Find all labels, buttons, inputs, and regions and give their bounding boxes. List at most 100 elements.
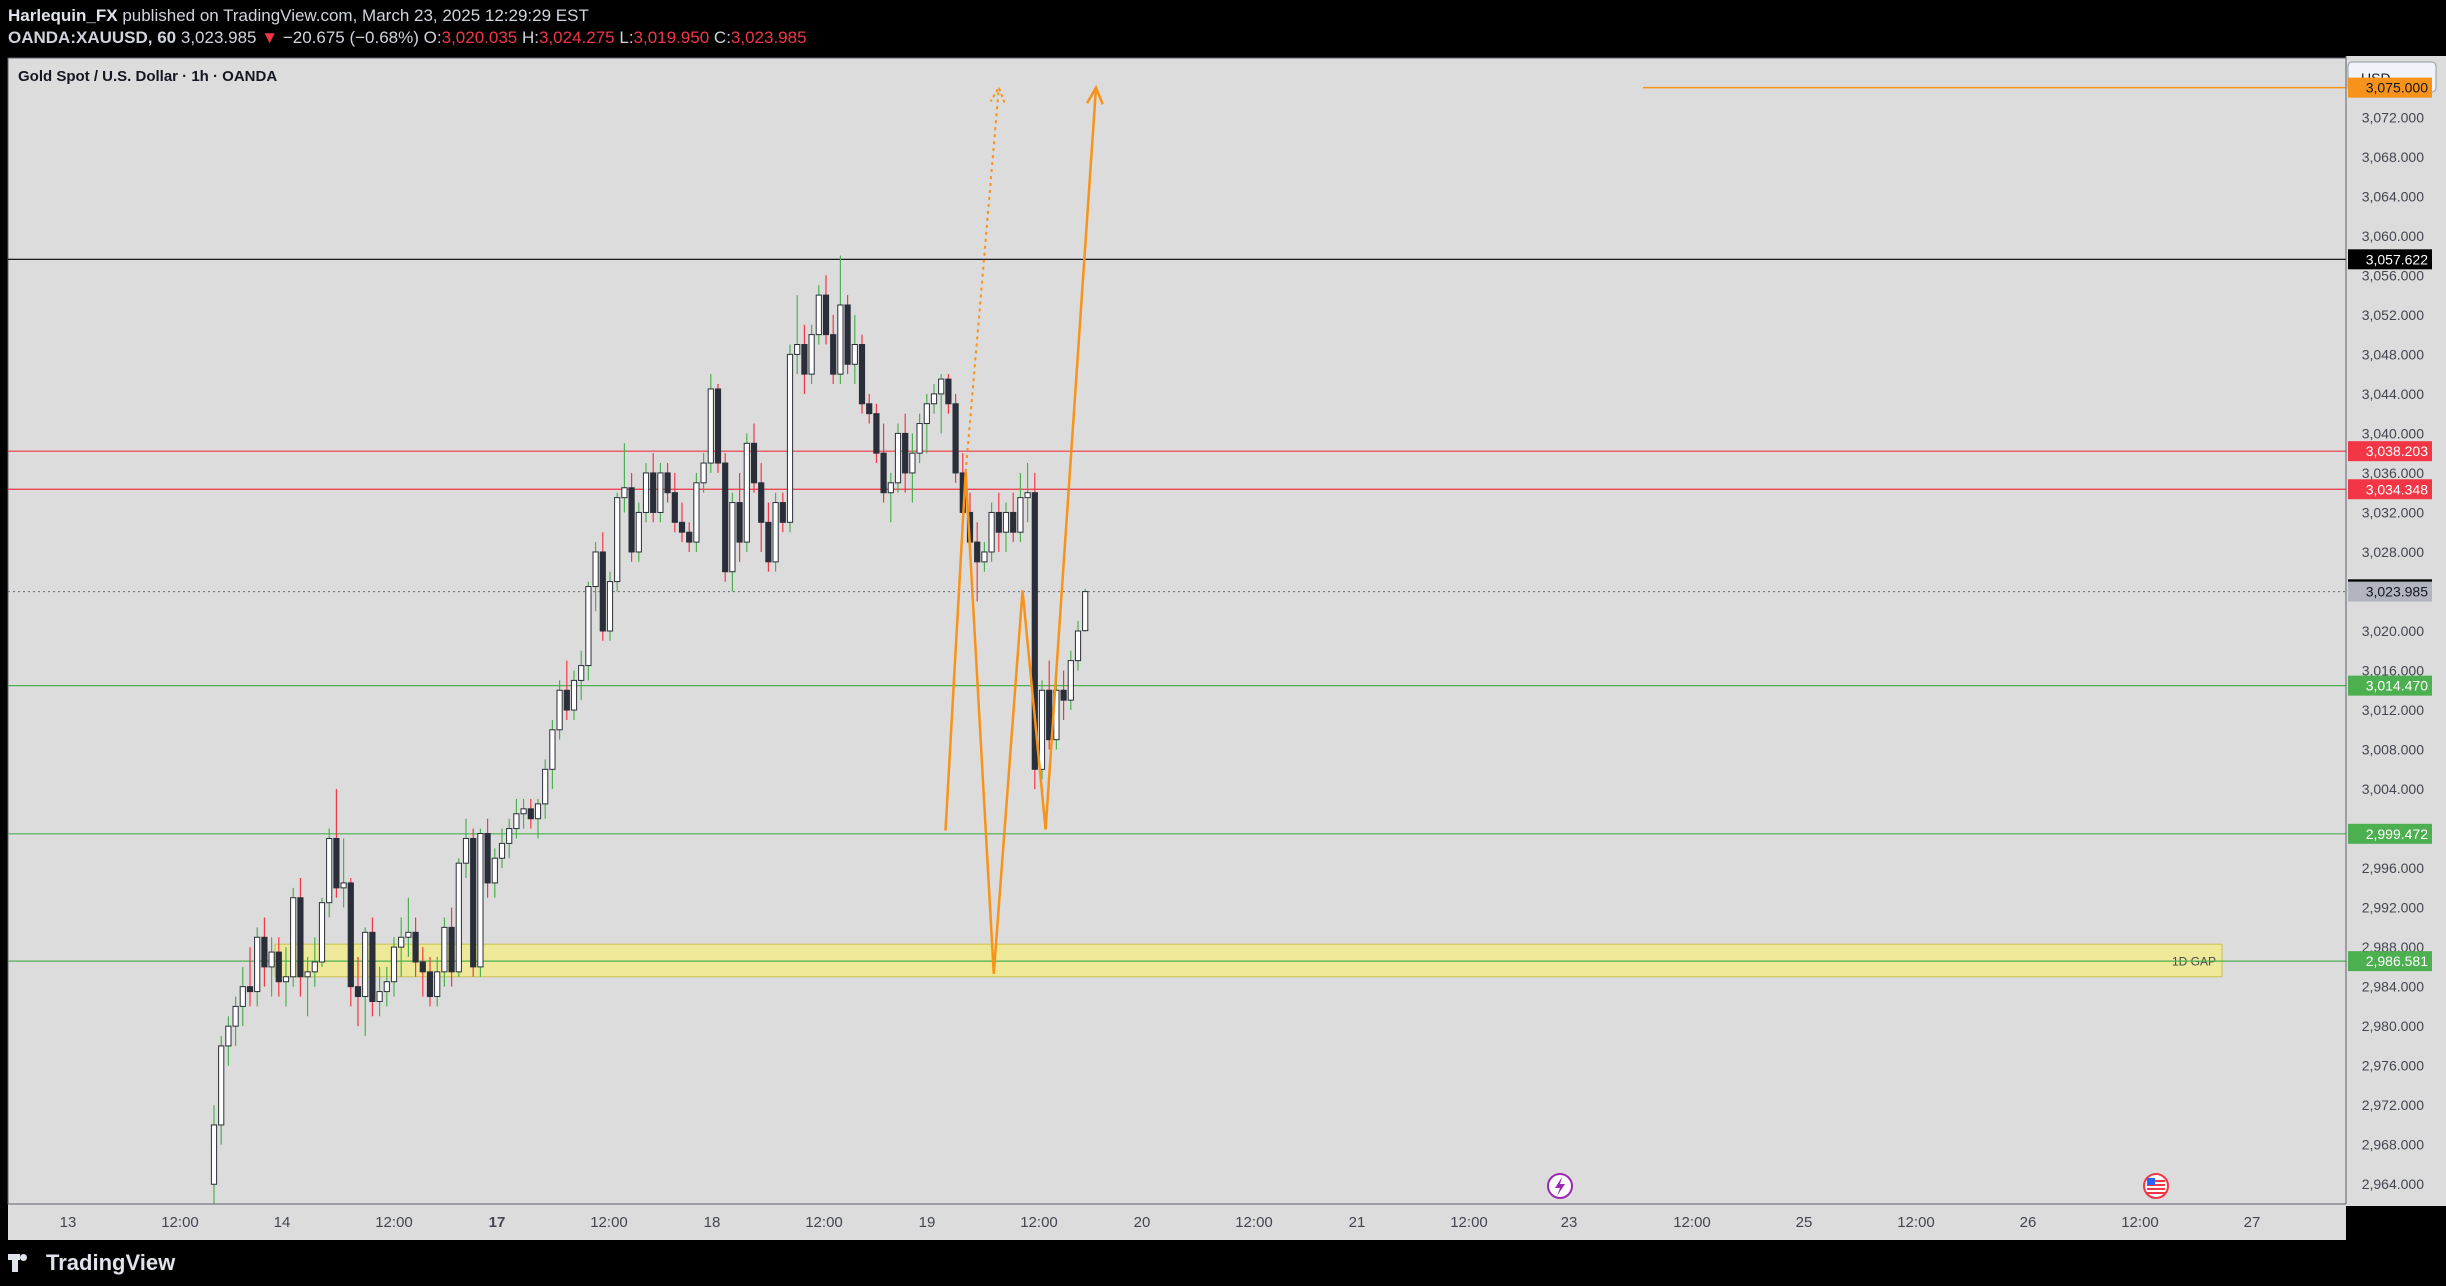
candle [693,472,700,552]
y-tick-label: 3,036.000 [2362,465,2424,481]
candle [887,472,894,523]
candle-body [297,897,304,978]
candle-body [585,586,592,667]
candle [866,393,873,424]
us-flag-icon[interactable] [2143,1173,2169,1199]
candle-body [254,936,261,993]
candle [722,453,729,582]
tradingview-brand[interactable]: TradingView [8,1250,175,1276]
candle-body [542,768,549,805]
candle-body [434,971,441,998]
candle-body [664,472,671,494]
candle [930,384,938,414]
x-tick-label: 27 [2244,1214,2261,1231]
y-tick-label: 2,984.000 [2362,979,2424,995]
x-tick-label: 13 [60,1214,77,1231]
price-change: −20.675 (−0.68%) [282,28,419,47]
candle [635,502,642,562]
candle-body [858,344,866,405]
dotted-projection [964,87,1000,473]
candle-body [894,432,902,484]
candle [902,413,909,493]
candle-body [304,971,311,978]
candle [707,374,714,473]
candle-body [1031,492,1038,770]
y-tick-label: 3,028.000 [2362,544,2424,560]
candle [398,917,405,977]
candle-body [952,403,959,474]
x-tick-label: 19 [919,1214,936,1231]
candle [938,374,945,434]
x-tick-label: 26 [2020,1214,2037,1231]
candle [642,463,650,523]
candle-body [354,986,362,998]
y-tick-label: 2,988.000 [2362,939,2424,955]
candle [786,344,794,533]
candle-body [578,665,585,681]
last-price: 3,023.985 [180,28,257,47]
candle [347,877,354,1007]
candle-body [714,388,722,464]
candle-body [938,378,945,395]
price-axis [2346,56,2446,1206]
candle-body [844,304,851,365]
level-badge-label: 3,023.985 [2366,584,2428,600]
publisher-name[interactable]: Harlequin_FX [8,6,118,25]
candle [765,502,772,572]
candle-body [398,936,405,948]
candle-body [261,936,268,968]
candle [657,463,664,523]
candle [542,759,549,819]
y-tick-label: 3,048.000 [2362,346,2424,362]
candle [621,443,628,513]
candle-body [945,378,952,405]
candle-body [642,472,650,513]
level-badge: 3,075.000 [2348,77,2432,98]
candle-body [750,442,758,484]
candle [369,917,376,1017]
candle-body [390,946,398,983]
y-tick-label: 3,008.000 [2362,742,2424,758]
candle-body [210,1124,218,1185]
candle [830,314,837,385]
candle [700,453,707,493]
candle-body [239,986,246,1007]
candle-body [426,971,434,998]
y-tick-label: 2,964.000 [2362,1176,2424,1192]
candle [844,295,851,375]
candle-body [801,344,808,375]
candle [405,897,412,958]
candle-body [506,828,513,844]
candle [599,532,606,641]
symbol-label[interactable]: OANDA:XAUUSD, 60 [8,28,177,47]
candle-body [275,951,282,983]
candle [282,947,290,1007]
y-tick-label: 2,980.000 [2362,1018,2424,1034]
candle-body [1024,492,1031,499]
candle-body [1046,689,1053,741]
x-tick-label: 12:00 [375,1214,413,1231]
header-bar: Harlequin_FX published on TradingView.co… [0,0,2446,56]
candle-body [268,951,275,968]
candle [506,818,513,859]
candle-body [606,581,614,632]
candle [484,818,491,898]
y-tick-label: 2,992.000 [2362,900,2424,916]
candle-body [887,482,894,494]
candle [419,947,426,997]
candle [549,719,556,790]
candle [362,927,369,1037]
candle-body [866,403,873,415]
candle [462,818,470,878]
candle [1038,680,1046,780]
candle [578,650,585,701]
level-badge: 3,038.203 [2348,441,2432,462]
close-label: C: [713,28,731,47]
candle-body [916,423,923,454]
candle [772,492,779,572]
lightning-icon[interactable] [1547,1173,1573,1199]
candle-body [599,551,606,632]
candle-body [570,679,578,711]
